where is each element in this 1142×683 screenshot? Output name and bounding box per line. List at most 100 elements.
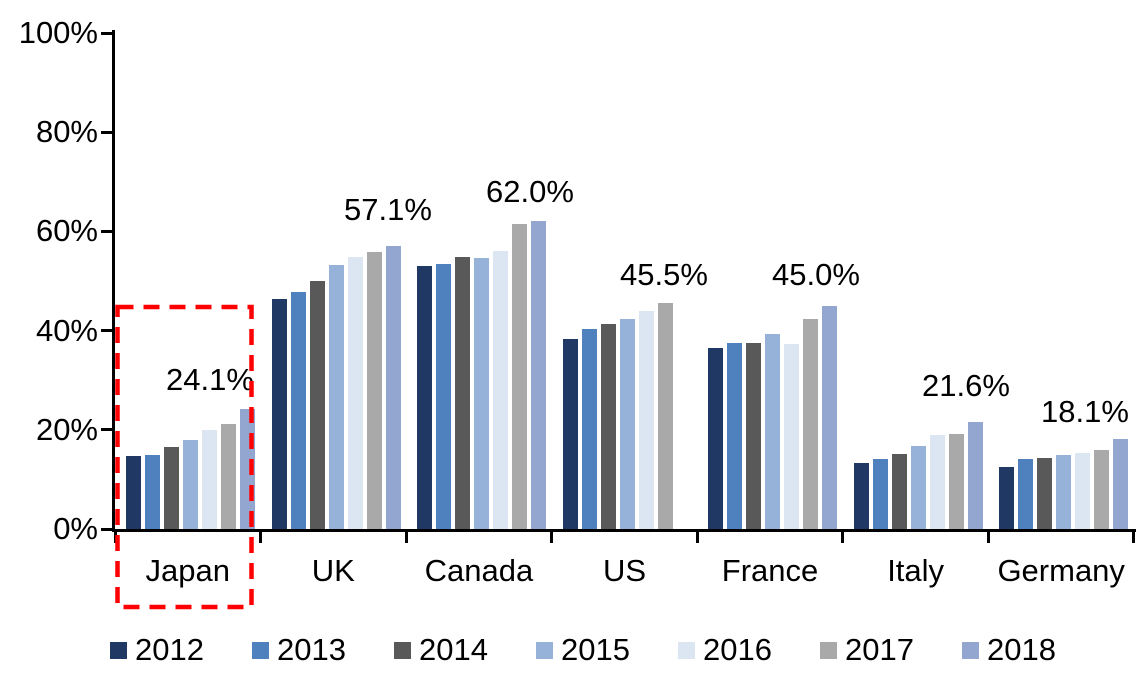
- bar-us-2013: [581, 329, 597, 529]
- category-label-france: France: [721, 553, 819, 588]
- value-label-germany: 18.1%: [1041, 394, 1129, 429]
- bar-uk-2017: [366, 252, 382, 529]
- bar-italy-2013: [872, 459, 888, 529]
- bar-france-2013: [727, 342, 743, 529]
- bar-italy-2014: [891, 453, 907, 529]
- y-axis-tick-label: 100%: [18, 15, 98, 50]
- legend-marker-2014: [394, 641, 411, 659]
- legend-label-2015: 2015: [561, 632, 630, 667]
- bar-germany-2016: [1075, 452, 1091, 529]
- bar-us-2014: [600, 324, 616, 529]
- bar-canada-2018: [531, 221, 547, 529]
- x-axis-line: [111, 528, 1136, 532]
- legend-label-2014: 2014: [419, 632, 488, 667]
- category-label-germany: Germany: [997, 553, 1125, 588]
- value-label-italy: 21.6%: [922, 368, 1010, 403]
- legend-marker-2018: [962, 641, 979, 659]
- value-label-france: 45.0%: [772, 257, 860, 292]
- bar-italy-2016: [929, 434, 945, 529]
- legend-marker-2016: [678, 641, 695, 659]
- legend-item-2017: 2017: [820, 633, 914, 667]
- bar-france-2014: [746, 342, 762, 529]
- value-label-uk: 57.1%: [344, 192, 432, 227]
- bar-japan-2016: [202, 430, 217, 529]
- x-axis-tick: [986, 532, 990, 543]
- bar-canada-2014: [455, 257, 471, 529]
- bar-germany-2015: [1056, 455, 1072, 529]
- bar-germany-2018: [1113, 439, 1129, 529]
- bar-italy-2018: [967, 421, 983, 529]
- y-axis-tick-label: 0%: [53, 511, 98, 546]
- bar-japan-2012: [126, 456, 141, 529]
- legend-marker-2017: [820, 641, 837, 659]
- bar-us-2017: [657, 303, 673, 529]
- bar-canada-2016: [493, 250, 509, 529]
- bar-us-2015: [619, 319, 635, 529]
- bar-france-2018: [822, 305, 838, 529]
- bar-japan-2018: [240, 409, 255, 529]
- bar-japan-2015: [183, 440, 198, 529]
- y-axis-tick: [101, 130, 113, 134]
- bar-canada-2017: [512, 224, 528, 529]
- bar-italy-2017: [948, 433, 964, 529]
- y-axis-tick-label: 80%: [35, 114, 98, 150]
- bar-uk-2015: [328, 265, 344, 529]
- bar-us-2016: [638, 311, 654, 529]
- legend-item-2012: 2012: [110, 633, 204, 667]
- bar-germany-2012: [999, 466, 1015, 529]
- y-axis-line: [111, 30, 115, 532]
- x-axis-tick: [404, 532, 408, 543]
- y-axis-tick-label: 20%: [35, 411, 98, 447]
- legend-marker-2015: [536, 641, 553, 659]
- y-axis-tick-label: 40%: [35, 312, 98, 348]
- category-label-us: US: [602, 553, 647, 588]
- value-label-canada: 62.0%: [486, 174, 574, 209]
- legend-label-2018: 2018: [987, 632, 1056, 667]
- x-axis-tick: [841, 532, 845, 543]
- bar-japan-2017: [221, 424, 236, 529]
- legend-marker-2013: [252, 641, 269, 659]
- bar-japan-2014: [164, 446, 179, 529]
- bar-france-2017: [803, 319, 819, 529]
- legend-label-2012: 2012: [135, 632, 204, 667]
- category-label-canada: Canada: [424, 553, 534, 588]
- category-label-italy: Italy: [887, 553, 945, 588]
- bar-uk-2018: [385, 245, 401, 529]
- legend-item-2016: 2016: [678, 633, 772, 667]
- legend-item-2018: 2018: [962, 633, 1056, 667]
- x-axis-tick: [1132, 532, 1136, 543]
- bar-uk-2014: [309, 281, 325, 529]
- legend-item-2015: 2015: [536, 633, 630, 667]
- bar-canada-2012: [417, 266, 433, 529]
- y-axis-tick: [101, 329, 113, 333]
- bar-france-2016: [784, 343, 800, 529]
- category-label-uk: UK: [311, 553, 355, 588]
- legend-item-2013: 2013: [252, 633, 346, 667]
- y-axis-tick: [101, 229, 113, 233]
- y-axis-tick-label: 60%: [35, 213, 98, 249]
- bar-italy-2012: [853, 463, 869, 529]
- bar-germany-2014: [1037, 457, 1053, 529]
- x-axis-tick: [259, 532, 263, 543]
- legend-item-2014: 2014: [394, 633, 488, 667]
- bar-canada-2015: [474, 257, 490, 529]
- bar-france-2015: [765, 333, 781, 529]
- x-axis-tick: [695, 532, 699, 543]
- bar-us-2012: [562, 338, 578, 529]
- legend-label-2016: 2016: [703, 632, 772, 667]
- bar-canada-2013: [436, 264, 452, 529]
- legend-label-2017: 2017: [845, 632, 914, 667]
- y-axis-tick: [101, 527, 113, 531]
- bar-italy-2015: [910, 445, 926, 529]
- bar-uk-2012: [271, 299, 287, 529]
- legend-marker-2012: [110, 641, 127, 659]
- value-label-us: 45.5%: [620, 257, 708, 292]
- y-axis-tick: [101, 428, 113, 432]
- category-label-japan: Japan: [145, 553, 231, 588]
- value-label-japan: 24.1%: [166, 362, 254, 397]
- x-axis-tick: [550, 532, 554, 543]
- y-axis-tick: [101, 31, 113, 35]
- bar-uk-2016: [347, 257, 363, 529]
- bar-germany-2017: [1094, 450, 1110, 529]
